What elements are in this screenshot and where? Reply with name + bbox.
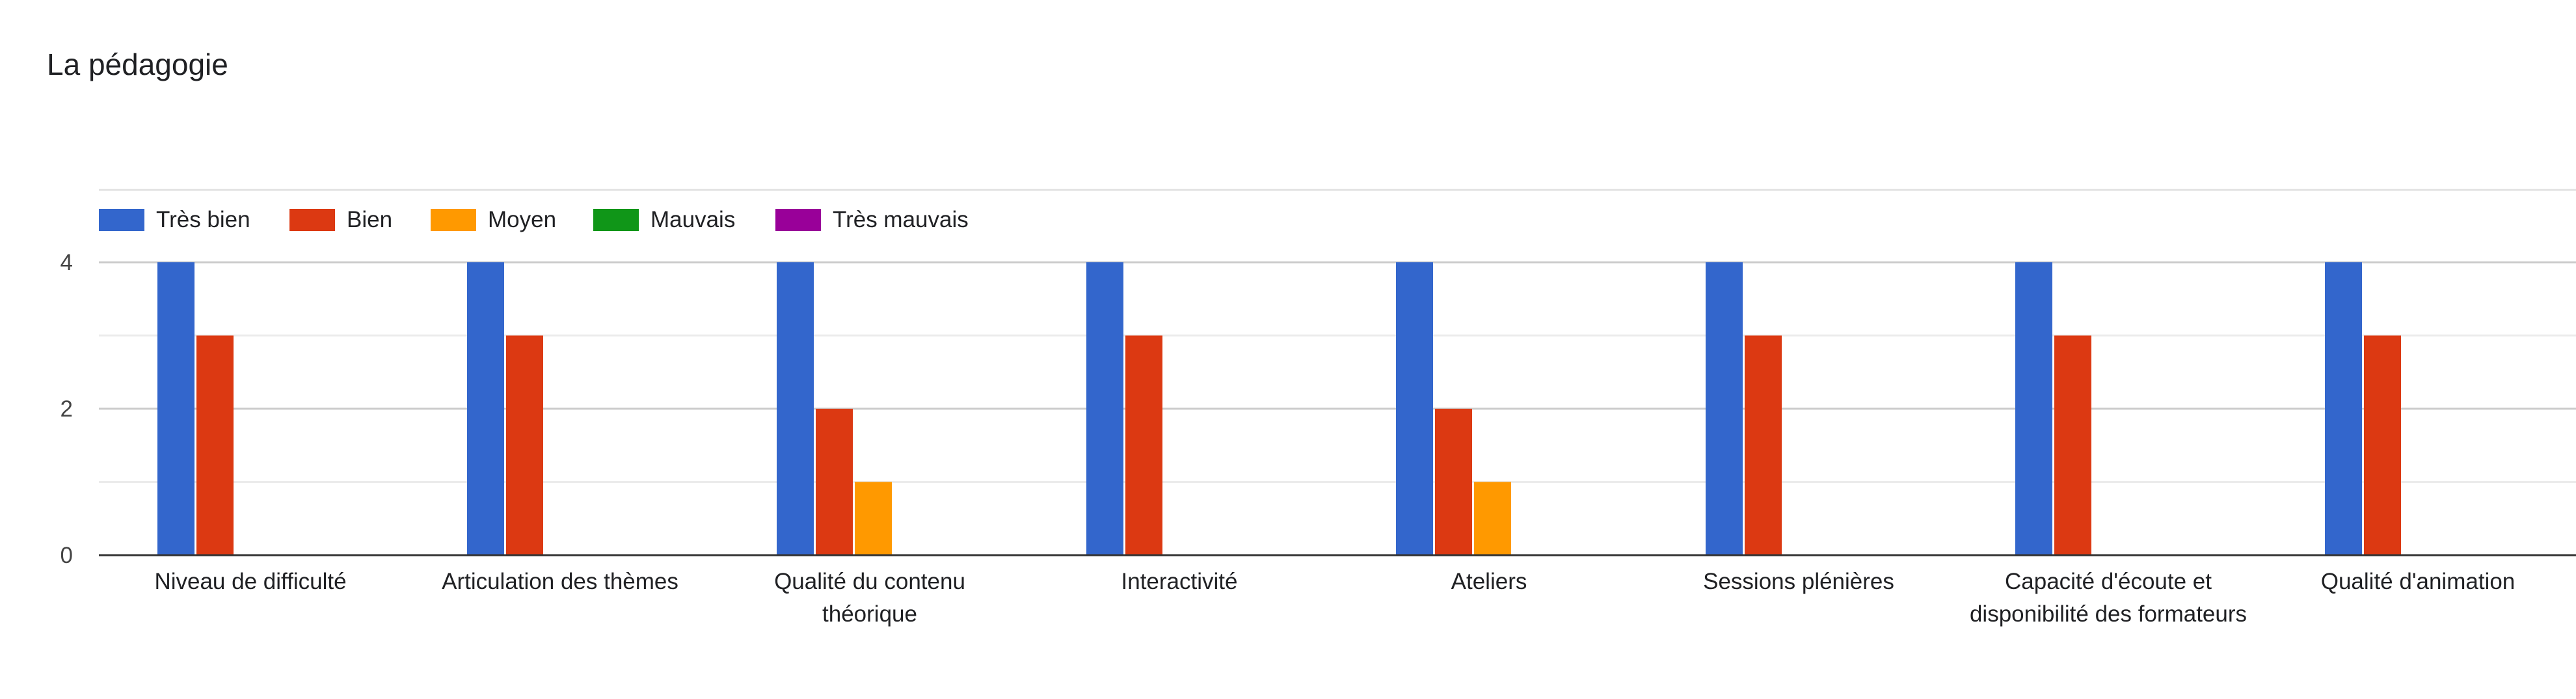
legend: Très bien Bien Moyen Mauvais Très mauvai… bbox=[99, 189, 2576, 239]
bar bbox=[855, 482, 892, 555]
legend-item-mauvais[interactable]: Mauvais bbox=[593, 204, 735, 236]
legend-swatch-bien bbox=[289, 209, 335, 231]
y-tick-label: 2 bbox=[60, 396, 73, 422]
bar bbox=[157, 262, 195, 555]
legend-label-moyen: Moyen bbox=[488, 207, 557, 232]
category-label: Capacité d'écoute et bbox=[2005, 569, 2212, 594]
category-label: Interactivité bbox=[1121, 569, 1238, 594]
category-label: Ateliers bbox=[1451, 569, 1527, 594]
bar bbox=[1706, 262, 1743, 555]
bar bbox=[1474, 482, 1511, 555]
bar bbox=[2015, 262, 2052, 555]
bar bbox=[467, 262, 504, 555]
legend-label-tres-bien: Très bien bbox=[156, 207, 250, 232]
bar bbox=[1435, 409, 1472, 555]
legend-swatch-mauvais bbox=[593, 209, 639, 231]
bar bbox=[777, 262, 814, 555]
legend-label-mauvais: Mauvais bbox=[651, 207, 736, 232]
chart-title: La pédagogie bbox=[47, 48, 228, 81]
bar bbox=[816, 409, 853, 555]
legend-swatch-moyen bbox=[431, 209, 476, 231]
bar bbox=[2364, 335, 2401, 555]
bar bbox=[1125, 335, 1162, 555]
category-label: Sessions plénières bbox=[1703, 569, 1894, 594]
legend-swatch-tres-mauvais bbox=[775, 209, 821, 231]
legend-swatch-tres-bien bbox=[99, 209, 144, 231]
category-label: Qualité d'animation bbox=[2321, 569, 2516, 594]
y-tick-label: 4 bbox=[60, 250, 73, 275]
bar bbox=[2054, 335, 2091, 555]
bar bbox=[2325, 262, 2362, 555]
category-label: Articulation des thèmes bbox=[442, 569, 678, 594]
bar bbox=[196, 335, 234, 555]
legend-item-tres-bien[interactable]: Très bien bbox=[99, 204, 250, 236]
legend-item-bien[interactable]: Bien bbox=[289, 204, 392, 236]
legend-item-tres-mauvais[interactable]: Très mauvais bbox=[775, 204, 969, 236]
bar bbox=[1086, 262, 1123, 555]
bar bbox=[1745, 335, 1782, 555]
category-label: Niveau de difficulté bbox=[154, 569, 346, 594]
category-label: disponibilité des formateurs bbox=[1970, 601, 2247, 627]
category-label: Qualité du contenu bbox=[774, 569, 965, 594]
bar bbox=[1396, 262, 1433, 555]
y-tick-label: 0 bbox=[60, 543, 73, 568]
bar bbox=[506, 335, 543, 555]
legend-label-tres-mauvais: Très mauvais bbox=[833, 207, 969, 232]
category-label: théorique bbox=[822, 601, 917, 627]
legend-item-moyen[interactable]: Moyen bbox=[431, 204, 556, 236]
legend-label-bien: Bien bbox=[347, 207, 393, 232]
